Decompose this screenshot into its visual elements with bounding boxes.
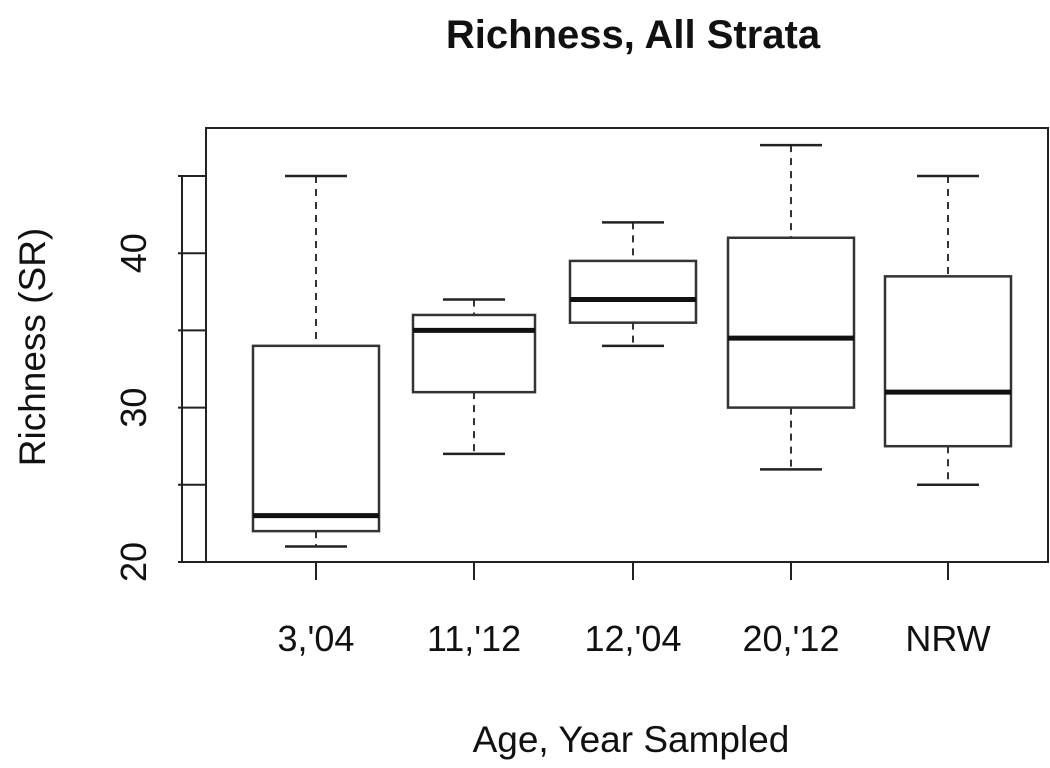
- y-tick-label-40: 40: [113, 233, 154, 273]
- x-tick-label-1: 11,'12: [427, 618, 521, 659]
- box-series: [251, 143, 1013, 548]
- iqr-box-3: [726, 236, 856, 409]
- box-0: [251, 174, 381, 548]
- box-2: [568, 221, 698, 348]
- y-tick-label-20: 20: [113, 542, 154, 582]
- iqr-box-2: [568, 259, 698, 324]
- box-1: [411, 298, 537, 456]
- y-axis-title: Richness (SR): [12, 228, 53, 467]
- x-tick-label-4: NRW: [905, 618, 990, 659]
- chart-title: Richness, All Strata: [446, 13, 821, 57]
- x-axis-title: Age, Year Sampled: [473, 719, 790, 760]
- box-4: [883, 174, 1013, 487]
- box-3: [726, 143, 856, 471]
- y-tick-label-30: 30: [113, 388, 154, 428]
- iqr-box-4: [883, 275, 1013, 448]
- axes: 20 30 40 3,'04 11,'12 12,'04 20,'12 NRW: [113, 175, 1048, 659]
- x-tick-label-0: 3,'04: [278, 618, 355, 659]
- iqr-box-1: [411, 313, 537, 394]
- iqr-box-0: [251, 344, 381, 533]
- x-tick-label-3: 20,'12: [743, 618, 840, 659]
- x-tick-label-2: 12,'04: [585, 618, 682, 659]
